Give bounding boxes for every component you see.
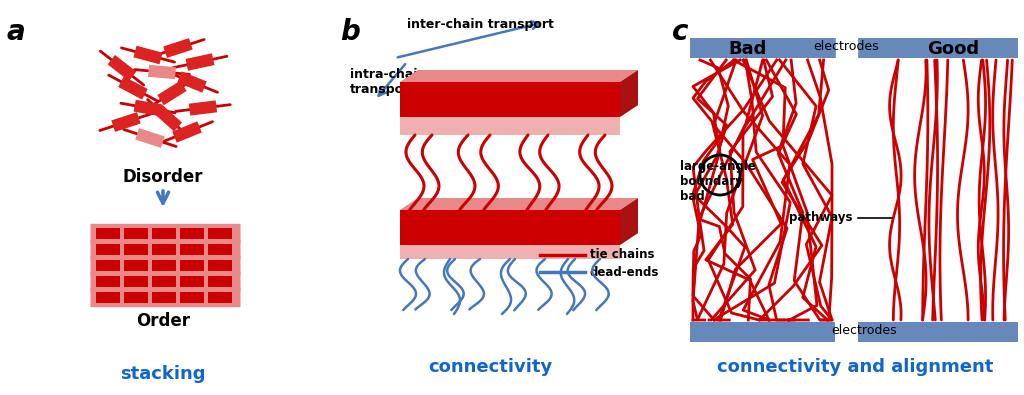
Polygon shape xyxy=(211,231,234,241)
Polygon shape xyxy=(183,263,207,273)
Text: a: a xyxy=(7,18,26,46)
Polygon shape xyxy=(183,246,207,258)
Polygon shape xyxy=(152,292,176,303)
Text: Good: Good xyxy=(927,40,979,58)
Polygon shape xyxy=(127,295,151,305)
Polygon shape xyxy=(148,65,176,79)
Polygon shape xyxy=(135,128,165,148)
Polygon shape xyxy=(180,228,204,239)
Polygon shape xyxy=(118,76,147,100)
Polygon shape xyxy=(155,263,179,273)
Polygon shape xyxy=(208,243,232,254)
Polygon shape xyxy=(177,71,207,92)
Text: connectivity: connectivity xyxy=(428,358,552,376)
Polygon shape xyxy=(400,210,620,245)
Polygon shape xyxy=(211,246,234,258)
Polygon shape xyxy=(158,81,186,105)
Text: pathways: pathways xyxy=(790,211,853,224)
Text: Disorder: Disorder xyxy=(123,168,203,186)
Polygon shape xyxy=(400,233,638,245)
Text: tie chains: tie chains xyxy=(590,248,654,261)
Polygon shape xyxy=(208,275,232,286)
Text: electrodes: electrodes xyxy=(814,40,880,53)
Polygon shape xyxy=(99,278,123,290)
Polygon shape xyxy=(96,275,120,286)
Polygon shape xyxy=(211,278,234,290)
Polygon shape xyxy=(400,117,620,135)
Polygon shape xyxy=(155,231,179,241)
Polygon shape xyxy=(208,260,232,271)
Polygon shape xyxy=(152,275,176,286)
Polygon shape xyxy=(163,38,193,58)
Polygon shape xyxy=(134,100,163,116)
Polygon shape xyxy=(124,243,148,254)
Polygon shape xyxy=(96,292,120,303)
Polygon shape xyxy=(183,295,207,305)
Polygon shape xyxy=(96,260,120,271)
Polygon shape xyxy=(620,198,638,245)
Polygon shape xyxy=(185,53,214,71)
Polygon shape xyxy=(154,105,182,132)
Polygon shape xyxy=(127,278,151,290)
Polygon shape xyxy=(99,263,123,273)
Bar xyxy=(858,322,1018,342)
Polygon shape xyxy=(211,295,234,305)
Text: intra-chain
transport: intra-chain transport xyxy=(350,68,426,96)
Polygon shape xyxy=(155,295,179,305)
Polygon shape xyxy=(211,263,234,273)
Bar xyxy=(690,322,835,342)
Text: inter-chain transport: inter-chain transport xyxy=(407,18,554,31)
Polygon shape xyxy=(152,243,176,254)
Bar xyxy=(690,38,1018,58)
Polygon shape xyxy=(133,46,163,64)
Text: dead-ends: dead-ends xyxy=(590,265,659,278)
Text: large-angle
boundary
bad: large-angle boundary bad xyxy=(680,160,756,203)
Polygon shape xyxy=(155,278,179,290)
Text: b: b xyxy=(340,18,359,46)
Polygon shape xyxy=(99,231,123,241)
Polygon shape xyxy=(96,228,120,239)
Polygon shape xyxy=(124,228,148,239)
Polygon shape xyxy=(124,292,148,303)
Polygon shape xyxy=(112,112,140,132)
Polygon shape xyxy=(180,260,204,271)
Polygon shape xyxy=(155,246,179,258)
Polygon shape xyxy=(180,243,204,254)
Polygon shape xyxy=(124,275,148,286)
Polygon shape xyxy=(400,105,638,117)
Polygon shape xyxy=(400,70,638,82)
Polygon shape xyxy=(96,243,120,254)
Polygon shape xyxy=(152,260,176,271)
Polygon shape xyxy=(108,55,136,81)
Polygon shape xyxy=(124,260,148,271)
Polygon shape xyxy=(188,100,217,116)
Polygon shape xyxy=(208,228,232,239)
Text: c: c xyxy=(672,18,688,46)
Polygon shape xyxy=(183,278,207,290)
Polygon shape xyxy=(400,82,620,117)
Polygon shape xyxy=(208,292,232,303)
Polygon shape xyxy=(180,292,204,303)
Polygon shape xyxy=(127,263,151,273)
Polygon shape xyxy=(127,246,151,258)
Polygon shape xyxy=(152,228,176,239)
Polygon shape xyxy=(172,121,202,143)
Polygon shape xyxy=(127,231,151,241)
Polygon shape xyxy=(400,198,638,210)
Text: Bad: Bad xyxy=(728,40,767,58)
Polygon shape xyxy=(99,295,123,305)
Text: electrodes: electrodes xyxy=(831,324,897,337)
Polygon shape xyxy=(99,246,123,258)
Text: Order: Order xyxy=(136,312,190,330)
Polygon shape xyxy=(183,231,207,241)
Polygon shape xyxy=(180,275,204,286)
Text: connectivity and alignment: connectivity and alignment xyxy=(717,358,993,376)
Text: stacking: stacking xyxy=(120,365,206,383)
Polygon shape xyxy=(400,245,620,259)
Polygon shape xyxy=(620,70,638,117)
